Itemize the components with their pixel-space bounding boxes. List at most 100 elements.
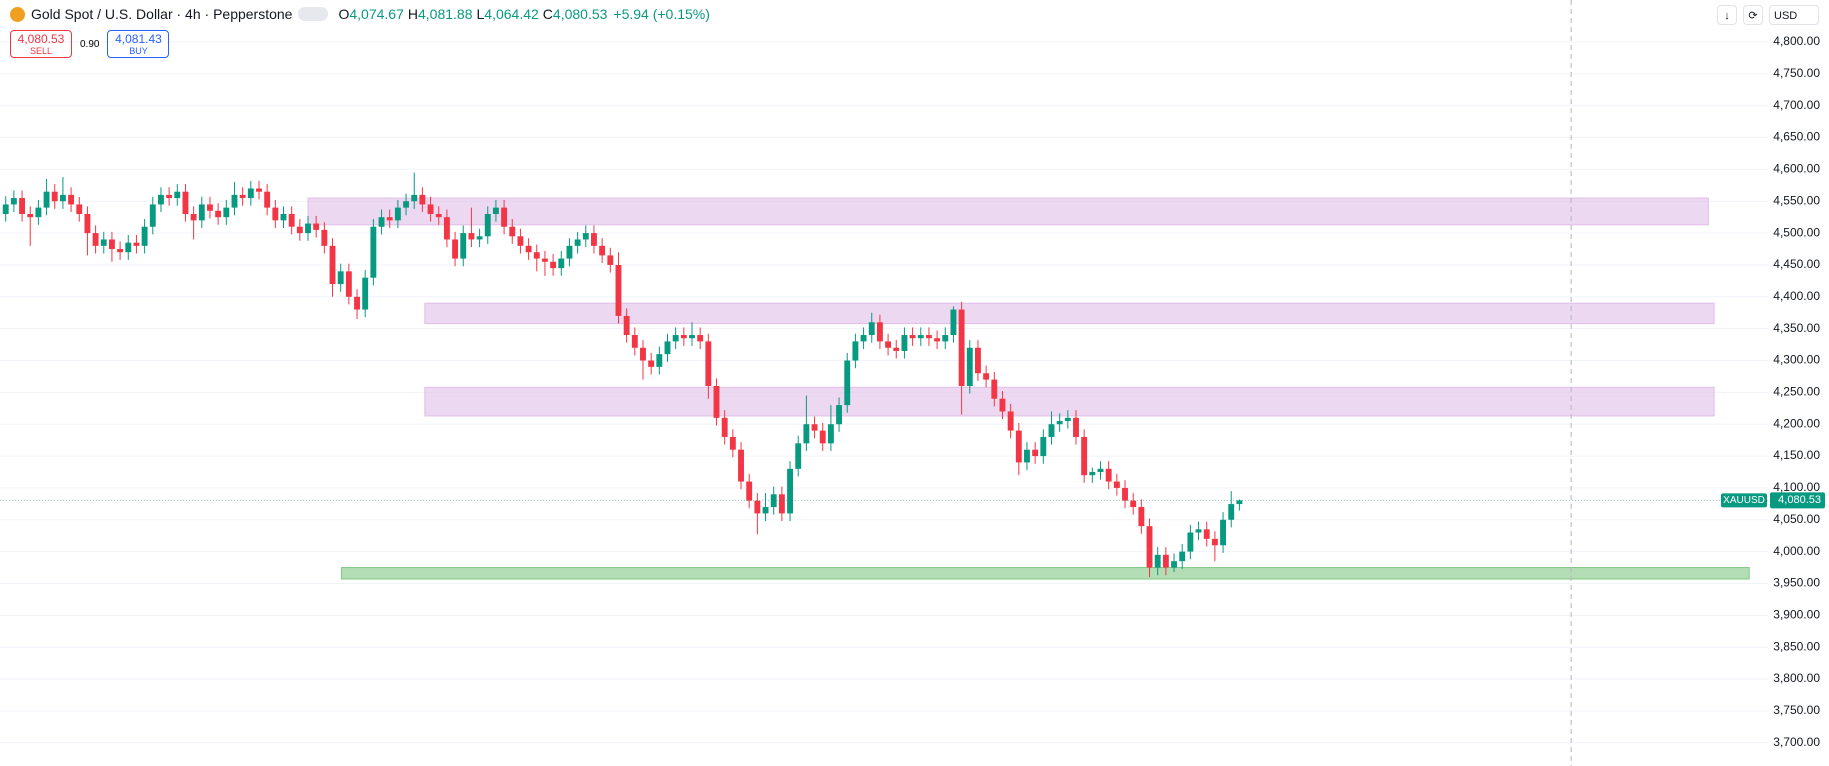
candle-body (1122, 487, 1128, 501)
candle-body (550, 261, 557, 269)
sell-price: 4,080.53 (17, 32, 65, 46)
candle-body (443, 217, 450, 240)
candle-body (615, 264, 622, 316)
candle-body (909, 335, 916, 339)
candle-body (778, 494, 785, 514)
candle-body (141, 226, 148, 246)
candle-body (811, 424, 818, 431)
candle-body (836, 405, 843, 425)
candle-body (1089, 471, 1096, 476)
candle-body (84, 213, 91, 234)
candle-body (876, 322, 883, 342)
status-pill (298, 7, 329, 21)
candle-body (149, 204, 156, 227)
candle-body (288, 213, 295, 227)
candle-body (819, 430, 826, 444)
candle-body (631, 335, 638, 348)
candle-body (329, 245, 336, 285)
candle-body (280, 213, 287, 221)
candle-body (182, 191, 189, 214)
candle-body (92, 233, 99, 246)
ohlc-values: O4,074.67 H4,081.88 L4,064.42 C4,080.53 (334, 6, 607, 22)
candle-body (1024, 449, 1030, 463)
candle-body (623, 315, 630, 336)
candle-body (860, 335, 867, 342)
candle-body (247, 188, 254, 199)
candle-body (599, 245, 606, 256)
candle-body (558, 258, 565, 269)
candle-body (1211, 538, 1218, 546)
trade-panel: 4,080.53 SELL 0.90 4,081.43 BUY (10, 30, 170, 58)
candle-body (975, 347, 981, 374)
header: Gold Spot / U.S. Dollar · 4h · Peppersto… (10, 6, 710, 22)
candle-body (1040, 436, 1047, 457)
buy-label: BUY (129, 46, 148, 56)
candle-body (207, 204, 213, 211)
spread: 0.90 (80, 38, 100, 50)
y-tick-label: 4,150.00 (1773, 448, 1820, 462)
candle-body (223, 207, 230, 218)
candle-body (746, 481, 753, 501)
candle-body (1032, 449, 1039, 457)
y-tick-label: 4,600.00 (1773, 162, 1820, 176)
candle-body (117, 249, 124, 253)
candle-body (190, 213, 197, 221)
candle-body (754, 500, 761, 514)
candle-body (664, 341, 671, 355)
candle-body (239, 194, 246, 199)
candle-body (672, 335, 679, 342)
candle-body (574, 239, 581, 246)
candle-body (484, 213, 491, 237)
candle-body (950, 309, 957, 336)
candle-body (762, 507, 769, 514)
symbol-tag-bg (1721, 493, 1767, 508)
candle-body (509, 226, 516, 237)
candle-body (305, 223, 311, 234)
candle-body (174, 191, 181, 199)
y-tick-label: 4,050.00 (1773, 512, 1820, 526)
candle-body (844, 360, 851, 406)
candle-body (370, 226, 377, 278)
candle-body (354, 296, 360, 310)
candle-body (394, 207, 401, 221)
candle-body (378, 217, 385, 227)
candle-body (68, 194, 75, 205)
candle-body (362, 277, 369, 310)
candle-body (697, 335, 704, 342)
change: +5.94 (+0.15%) (613, 6, 710, 22)
y-tick-label: 3,800.00 (1773, 671, 1820, 685)
ohlc-value: 4,074.67 (349, 6, 404, 22)
candle-body (460, 233, 467, 259)
toolbar: ↓ ⟳ USD (1717, 5, 1819, 25)
download-button[interactable]: ↓ (1717, 5, 1737, 25)
candle-body (1097, 468, 1104, 472)
ohlc-label: O (338, 6, 350, 22)
candle-body (1081, 436, 1088, 476)
candle-body (1113, 481, 1120, 488)
y-tick-label: 4,300.00 (1773, 353, 1820, 367)
candle-body (640, 347, 646, 361)
sell-label: SELL (29, 46, 53, 56)
sell-button[interactable]: 4,080.53 SELL (10, 30, 72, 58)
candle-body (435, 213, 442, 218)
candle-body (1138, 507, 1145, 527)
buy-button[interactable]: 4,081.43 BUY (107, 30, 170, 58)
candle-body (51, 191, 58, 202)
candle-body (648, 360, 655, 367)
buy-price: 4,081.43 (115, 32, 162, 46)
candle-body (386, 217, 393, 221)
candle-body (452, 239, 459, 259)
candle-body (689, 335, 695, 339)
currency-select[interactable]: USD (1769, 5, 1819, 25)
candle-body (1064, 417, 1071, 422)
candle-body (411, 194, 418, 202)
candle-body (934, 338, 941, 342)
candle-body (656, 354, 663, 367)
candle-body (10, 198, 17, 205)
ohlc-value: 4,064.42 (484, 6, 539, 22)
candle-body (966, 347, 973, 386)
candle-body (492, 207, 499, 214)
symbol-title[interactable]: Gold Spot / U.S. Dollar · 4h · Peppersto… (31, 6, 293, 22)
sync-button[interactable]: ⟳ (1743, 5, 1763, 25)
candle-body (296, 226, 303, 234)
